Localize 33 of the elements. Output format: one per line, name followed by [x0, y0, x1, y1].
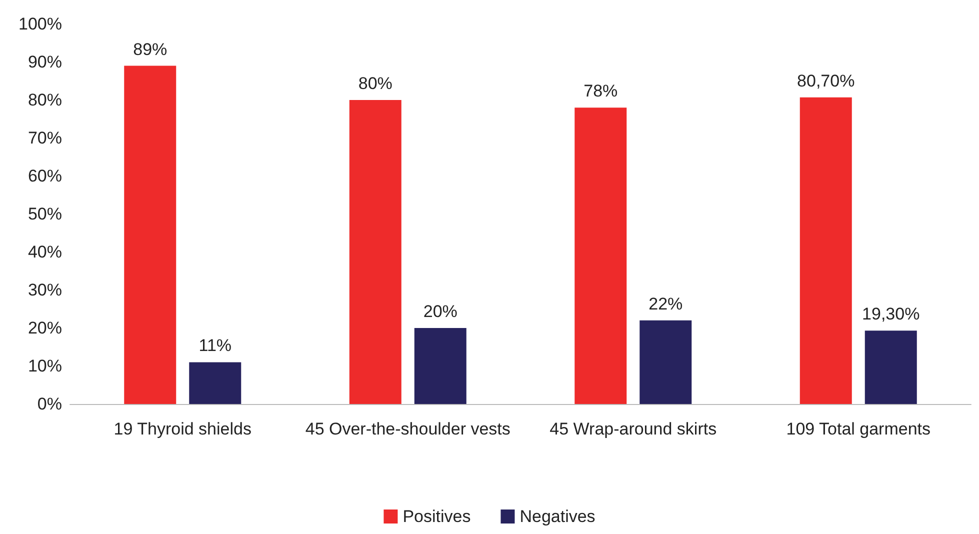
bar — [349, 100, 402, 404]
data-label: 78% — [584, 82, 618, 101]
data-label: 80,70% — [797, 71, 855, 90]
y-tick-label: 70% — [28, 128, 62, 148]
x-tick-label: 19 Thyroid shields — [114, 420, 252, 438]
bar — [640, 320, 692, 404]
x-tick-label: 45 Wrap-around skirts — [550, 420, 717, 438]
bar — [574, 108, 627, 404]
data-label: 11% — [198, 336, 232, 356]
bar — [124, 66, 176, 404]
bar — [800, 97, 852, 404]
x-tick-label: 45 Over-the-shoulder vests — [305, 420, 510, 438]
y-tick-label: 80% — [28, 90, 62, 110]
x-tick-label: 109 Total garments — [786, 420, 931, 438]
y-tick-label: 10% — [28, 356, 62, 376]
y-tick-label: 40% — [28, 242, 62, 262]
y-tick-label: 30% — [28, 280, 62, 300]
legend-label: Positives — [402, 507, 471, 526]
data-label: 89% — [133, 40, 168, 59]
bar — [189, 362, 242, 404]
y-tick-label: 20% — [28, 318, 62, 338]
legend-label: Negatives — [520, 507, 596, 526]
y-tick-label: 0% — [37, 394, 62, 414]
y-tick-label: 50% — [28, 204, 62, 224]
y-tick-label: 100% — [18, 14, 62, 34]
data-label: 80% — [358, 74, 392, 93]
y-tick-label: 60% — [28, 166, 62, 186]
bar — [864, 330, 917, 404]
y-tick-label: 90% — [28, 52, 62, 72]
bar — [414, 328, 466, 404]
data-label: 22% — [648, 294, 683, 314]
data-label: 20% — [423, 302, 458, 321]
data-label: 19,30% — [862, 304, 920, 324]
